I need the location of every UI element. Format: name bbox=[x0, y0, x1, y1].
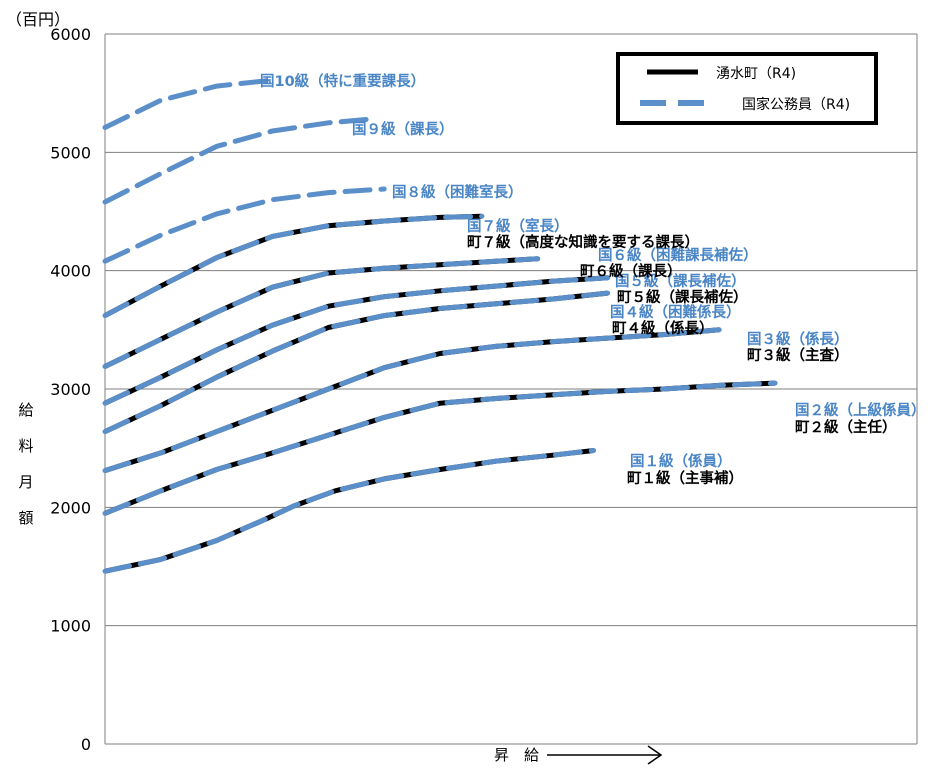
town-series-line-2 bbox=[104, 380, 776, 516]
y-tick-label: 3000 bbox=[50, 380, 91, 399]
legend: 湧水町（R4) 国家公務員（R4) bbox=[616, 52, 878, 125]
y-tick-label: 1000 bbox=[50, 617, 91, 636]
national-grade-label-2: 国２級（上級係員） bbox=[795, 401, 926, 419]
national-series-line-7 bbox=[102, 213, 485, 319]
town-grade-label-2: 町２級（主任） bbox=[795, 418, 897, 436]
national-grade-label-9: 国９級（課長） bbox=[352, 120, 454, 138]
y-axis-label-char: 給 bbox=[18, 401, 33, 419]
y-axis-label-char: 月 bbox=[18, 473, 33, 491]
axes bbox=[104, 34, 918, 745]
y-axis-label-char: 額 bbox=[18, 509, 33, 527]
national-series-line-9 bbox=[102, 116, 373, 205]
grid-lines bbox=[105, 33, 917, 627]
national-series-line-1 bbox=[102, 448, 597, 574]
national-grade-label-1: 国１級（係員） bbox=[630, 452, 732, 470]
y-tick-label: 6000 bbox=[50, 25, 91, 44]
national-series-line-6 bbox=[102, 256, 541, 369]
legend-label-town: 湧水町（R4) bbox=[716, 66, 796, 82]
town-grade-label-6: 町６級（課長） bbox=[580, 262, 682, 280]
x-axis-label: 昇 給 bbox=[494, 746, 539, 764]
legend-box bbox=[616, 52, 878, 125]
x-axis-label-group: 昇 給 bbox=[494, 745, 663, 765]
series-lines bbox=[102, 77, 778, 574]
y-tick-label: 5000 bbox=[50, 143, 91, 162]
national-series-line-5 bbox=[102, 275, 611, 406]
national-series-line-8 bbox=[102, 186, 387, 264]
national-series-line-2 bbox=[102, 380, 778, 516]
town-grade-label-4: 町４級（係長） bbox=[612, 319, 714, 337]
national-grade-label-4: 国４級（困難係長） bbox=[610, 303, 741, 321]
national-series-line-4 bbox=[102, 290, 611, 435]
national-series-line-3 bbox=[102, 327, 722, 474]
national-grade-label-3: 国３級（係長） bbox=[747, 330, 849, 348]
legend-label-national: 国家公務員（R4) bbox=[742, 96, 850, 113]
town-series-line-4 bbox=[103, 290, 608, 434]
national-series-line-10 bbox=[102, 77, 275, 130]
town-grade-label-1: 町１級（主事補） bbox=[627, 469, 743, 487]
national-grade-label-10: 国10級（特に重要課長） bbox=[260, 72, 425, 90]
national-grade-label-8: 国８級（困難室長） bbox=[392, 183, 523, 201]
town-grade-label-3: 町３級（主査） bbox=[747, 346, 849, 364]
series-labels: 国１級（係員）町１級（主事補） 国２級（上級係員）町２級（主任） 国３級（係長）町３… bbox=[260, 72, 926, 487]
national-grade-label-7: 国７級（室長） bbox=[467, 217, 569, 235]
y-unit-label: （百円） bbox=[6, 10, 70, 29]
y-tick-labels: 0 1000 2000 3000 4000 5000 6000 bbox=[50, 25, 91, 754]
y-tick-label: 4000 bbox=[50, 262, 91, 281]
national-grade-label-6: 国６級（困難課長補佐） bbox=[598, 246, 758, 264]
x-axis-arrow-icon bbox=[547, 745, 663, 765]
y-tick-label: 0 bbox=[81, 735, 91, 754]
y-tick-label: 2000 bbox=[50, 498, 91, 517]
town-series-line-3 bbox=[104, 327, 720, 473]
town-series-line-5 bbox=[103, 275, 608, 406]
national-grade-label-5: 国５級（課長補佐） bbox=[615, 272, 746, 290]
y-axis-label-char: 料 bbox=[18, 437, 33, 455]
town-grade-label-5: 町５級（課長補佐） bbox=[617, 288, 748, 306]
town-grade-label-7: 町７級（高度な知識を要する課長） bbox=[467, 233, 699, 251]
